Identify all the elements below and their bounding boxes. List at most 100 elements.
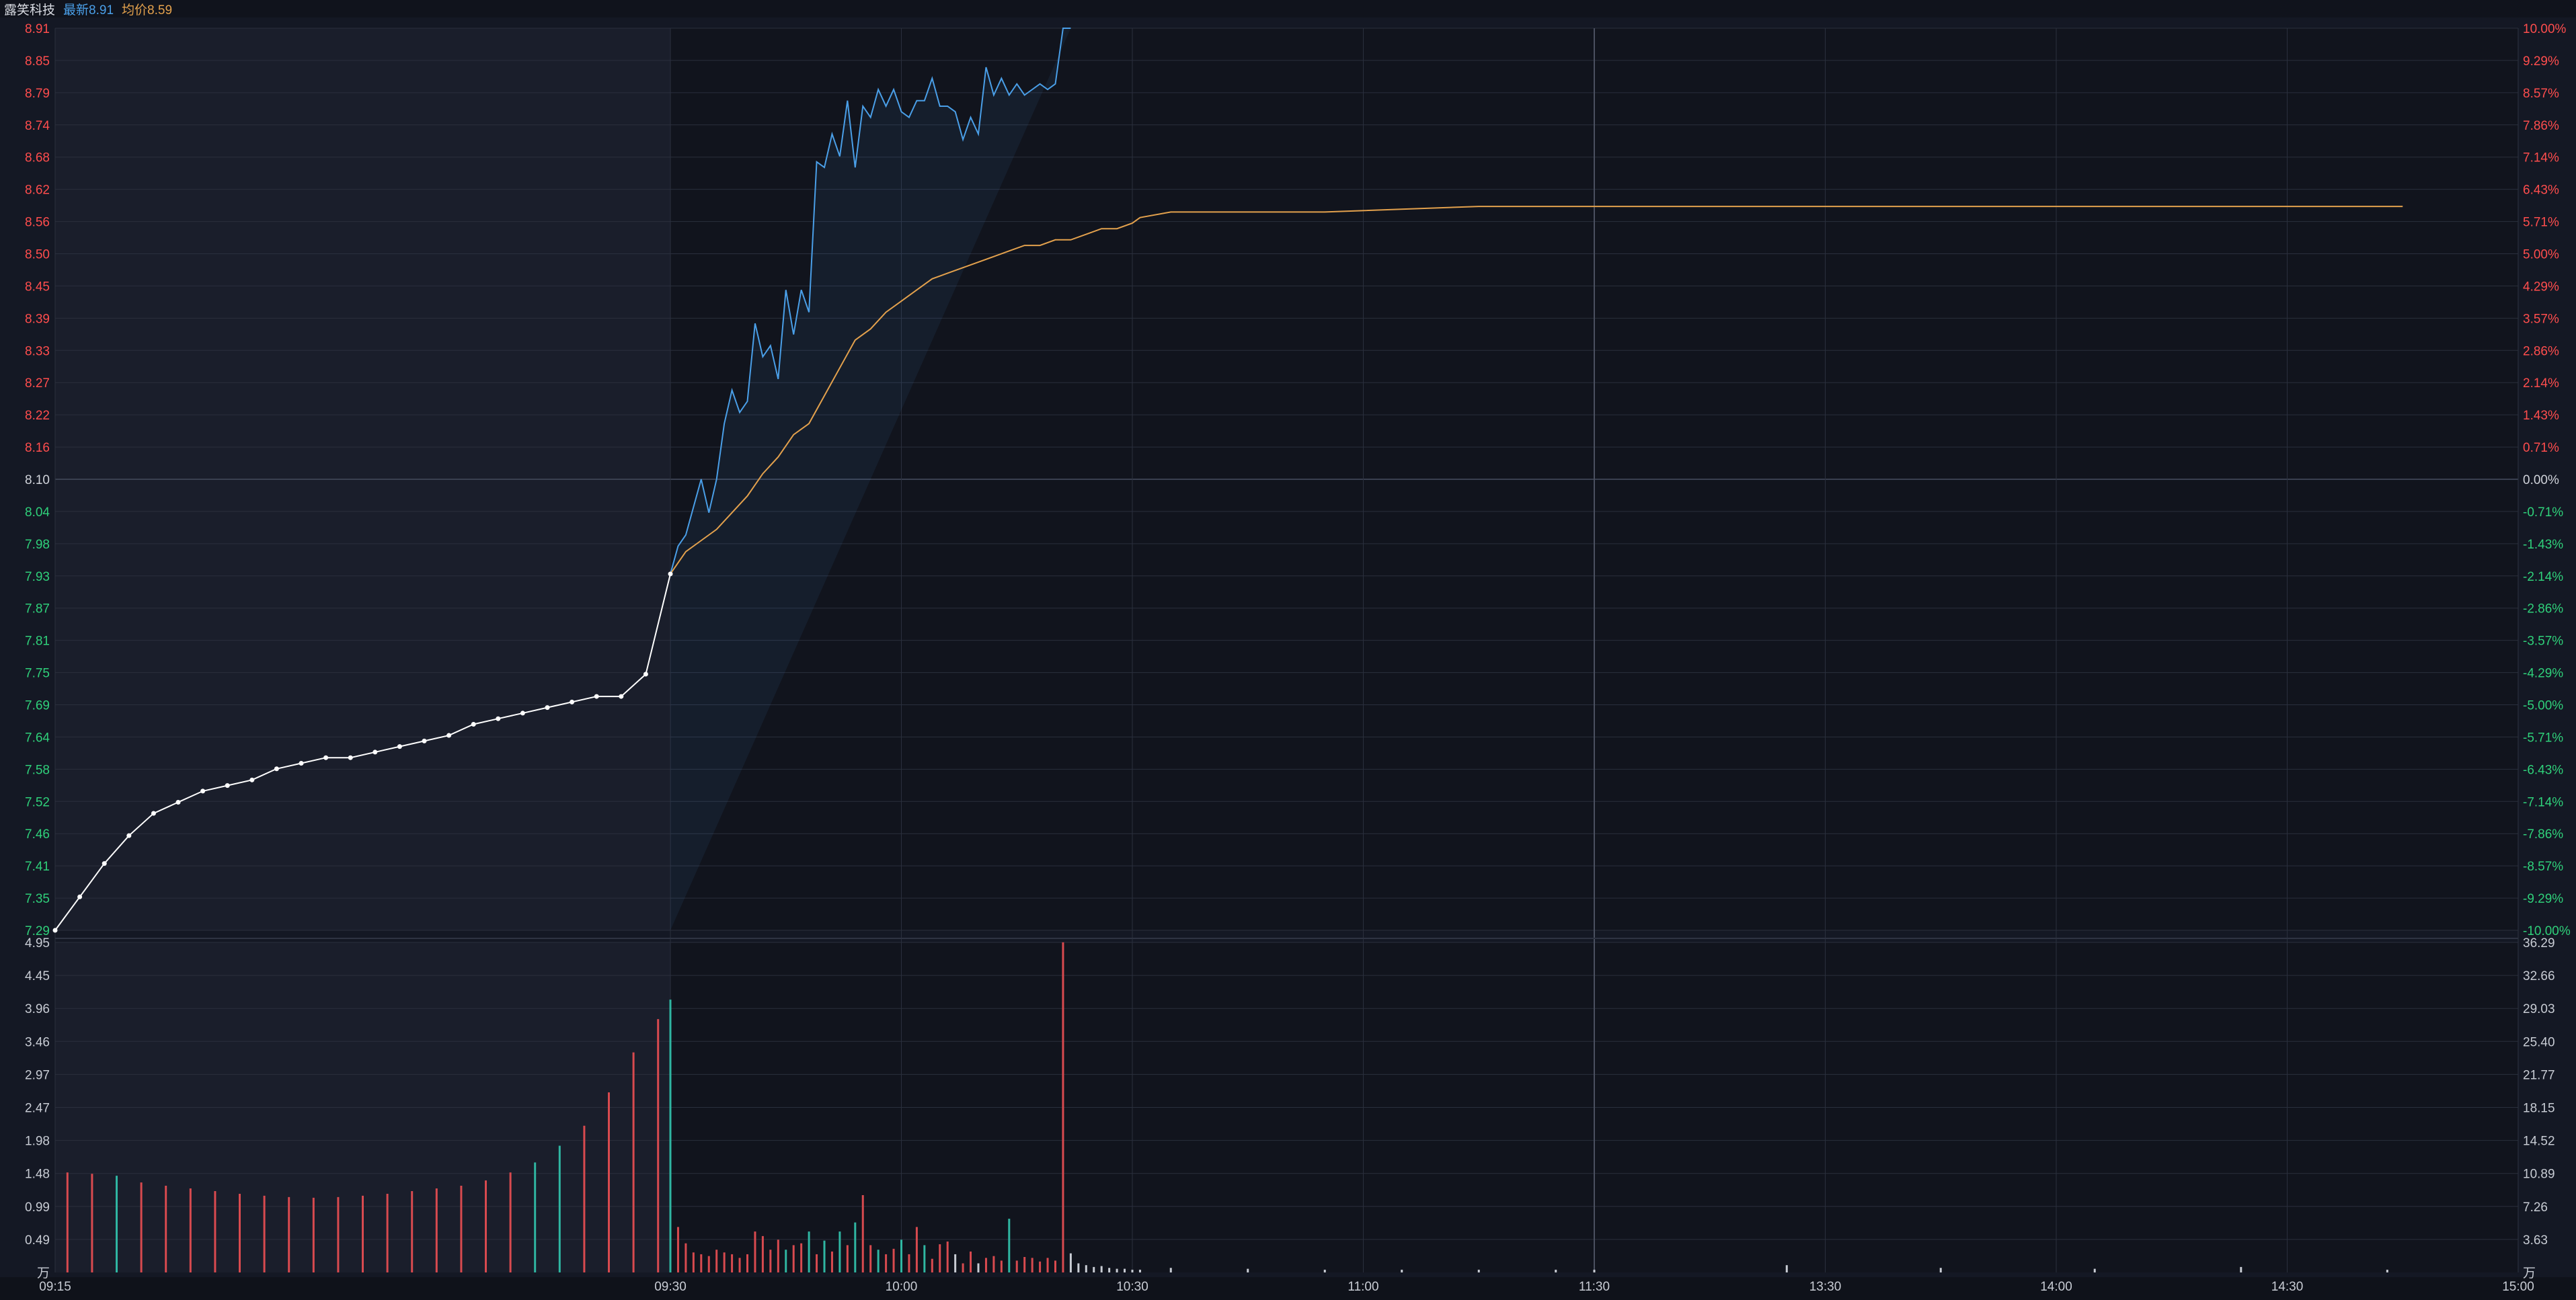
percent-tick-label: 8.57% — [2523, 87, 2559, 101]
auction-price-point — [496, 716, 501, 721]
price-tick-label: 7.41 — [25, 860, 50, 874]
auction-price-point — [200, 788, 206, 794]
price-tick-label: 8.39 — [25, 312, 50, 326]
auction-price-point — [422, 738, 427, 743]
auction-price-point — [594, 694, 599, 699]
auction-price-point — [446, 733, 452, 738]
volume-tick-label-right: 10.89 — [2523, 1168, 2555, 1182]
auction-price-line — [54, 573, 671, 931]
chart-header: 露笑科技 最新8.91 均价8.59 — [0, 0, 2576, 17]
price-tick-label: 7.69 — [25, 699, 50, 713]
volume-tick-label: 1.48 — [25, 1168, 50, 1182]
avg-price-value: 8.59 — [147, 3, 173, 17]
time-tick-label: 13:30 — [1809, 1280, 1842, 1294]
volume-tick-label-right: 7.26 — [2523, 1201, 2548, 1215]
percent-tick-label: -7.86% — [2523, 827, 2563, 842]
volume-tick-label: 2.97 — [25, 1068, 50, 1082]
percent-tick-label: 2.86% — [2523, 344, 2559, 358]
price-tick-label: 7.29 — [25, 924, 50, 938]
price-tick-label: 8.16 — [25, 441, 50, 455]
percent-tick-label: 4.29% — [2523, 280, 2559, 294]
auction-price-point — [249, 777, 255, 782]
price-tick-label: 8.91 — [25, 22, 50, 36]
price-tick-label: 8.22 — [25, 409, 50, 423]
auction-price-point — [643, 672, 648, 677]
auction-price-point — [520, 710, 525, 716]
price-tick-label: 8.50 — [25, 248, 50, 262]
time-tick-label: 10:00 — [886, 1280, 918, 1294]
price-tick-label: 8.45 — [25, 280, 50, 294]
volume-tick-label-right: 21.77 — [2523, 1068, 2555, 1082]
percent-tick-label: 2.14% — [2523, 376, 2559, 391]
volume-tick-label-right: 25.40 — [2523, 1035, 2555, 1049]
time-tick-label: 11:30 — [1579, 1280, 1610, 1294]
volume-tick-label: 0.99 — [25, 1201, 50, 1215]
percent-tick-label: -2.86% — [2523, 602, 2563, 616]
percent-tick-label: 0.71% — [2523, 441, 2559, 455]
percent-tick-label: 6.43% — [2523, 184, 2559, 198]
volume-tick-label-right: 36.29 — [2523, 936, 2555, 950]
auction-price-point — [668, 571, 673, 577]
auction-price-point — [397, 744, 402, 749]
auction-price-point — [545, 705, 550, 710]
price-tick-label: 7.81 — [25, 635, 50, 649]
stock-name: 露笑科技 — [4, 3, 56, 17]
auction-price-point — [175, 799, 181, 805]
percent-tick-label: 3.57% — [2523, 312, 2559, 326]
volume-tick-label: 2.47 — [25, 1102, 50, 1116]
percent-tick-label: 0.00% — [2523, 473, 2559, 487]
price-area-fill — [670, 28, 1071, 930]
time-tick-label: 15:00 — [2502, 1280, 2534, 1294]
price-tick-label: 8.62 — [25, 184, 50, 198]
time-tick-label: 09:30 — [654, 1280, 687, 1294]
percent-tick-label: -0.71% — [2523, 505, 2563, 520]
time-tick-label: 09:15 — [39, 1280, 71, 1294]
percent-tick-label: 1.43% — [2523, 409, 2559, 423]
price-tick-label: 7.52 — [25, 795, 50, 809]
volume-tick-label-right: 14.52 — [2523, 1135, 2555, 1149]
price-tick-label: 7.64 — [25, 731, 50, 745]
volume-tick-label-right: 万 — [2523, 1266, 2536, 1281]
auction-price-point — [373, 749, 378, 755]
time-tick-label: 14:30 — [2271, 1280, 2304, 1294]
auction-price-point — [274, 766, 279, 772]
auction-price-point — [102, 861, 107, 866]
price-tick-label: 7.98 — [25, 538, 50, 552]
percent-tick-label: 10.00% — [2523, 22, 2567, 36]
price-tick-label: 8.56 — [25, 216, 50, 230]
percent-tick-label: 5.71% — [2523, 216, 2559, 230]
percent-tick-label: -3.57% — [2523, 635, 2563, 649]
last-price-value: 8.91 — [89, 3, 114, 17]
volume-tick-label: 0.49 — [25, 1233, 50, 1248]
auction-price-point — [225, 783, 230, 788]
auction-price-point — [619, 694, 624, 699]
percent-tick-label: 7.14% — [2523, 151, 2559, 165]
auction-price-point — [348, 755, 353, 760]
price-tick-label: 8.79 — [25, 87, 50, 101]
auction-price-point — [570, 699, 575, 704]
percent-tick-label: 5.00% — [2523, 248, 2559, 262]
x-axis-strip — [0, 1277, 2576, 1300]
price-tick-label: 8.10 — [25, 473, 50, 487]
percent-tick-label: -5.00% — [2523, 699, 2563, 713]
volume-tick-label-right: 32.66 — [2523, 969, 2555, 983]
volume-tick-label: 3.46 — [25, 1035, 50, 1049]
price-tick-label: 7.35 — [25, 892, 50, 906]
volume-tick-label: 1.98 — [25, 1135, 50, 1149]
percent-tick-label: -4.29% — [2523, 667, 2563, 681]
time-tick-label: 14:00 — [2040, 1280, 2072, 1294]
price-tick-label: 8.33 — [25, 344, 50, 358]
price-tick-label: 8.74 — [25, 119, 50, 133]
volume-tick-label-right: 3.63 — [2523, 1233, 2548, 1248]
avg-price-line — [670, 206, 2403, 575]
auction-price-point — [299, 760, 304, 766]
percent-tick-label: -1.43% — [2523, 538, 2563, 552]
percent-tick-label: -7.14% — [2523, 795, 2563, 809]
price-tick-label: 7.75 — [25, 667, 50, 681]
price-tick-label: 8.68 — [25, 151, 50, 165]
percent-tick-label: -8.57% — [2523, 860, 2563, 874]
auction-price-point — [471, 721, 476, 727]
price-tick-label: 8.85 — [25, 54, 50, 69]
